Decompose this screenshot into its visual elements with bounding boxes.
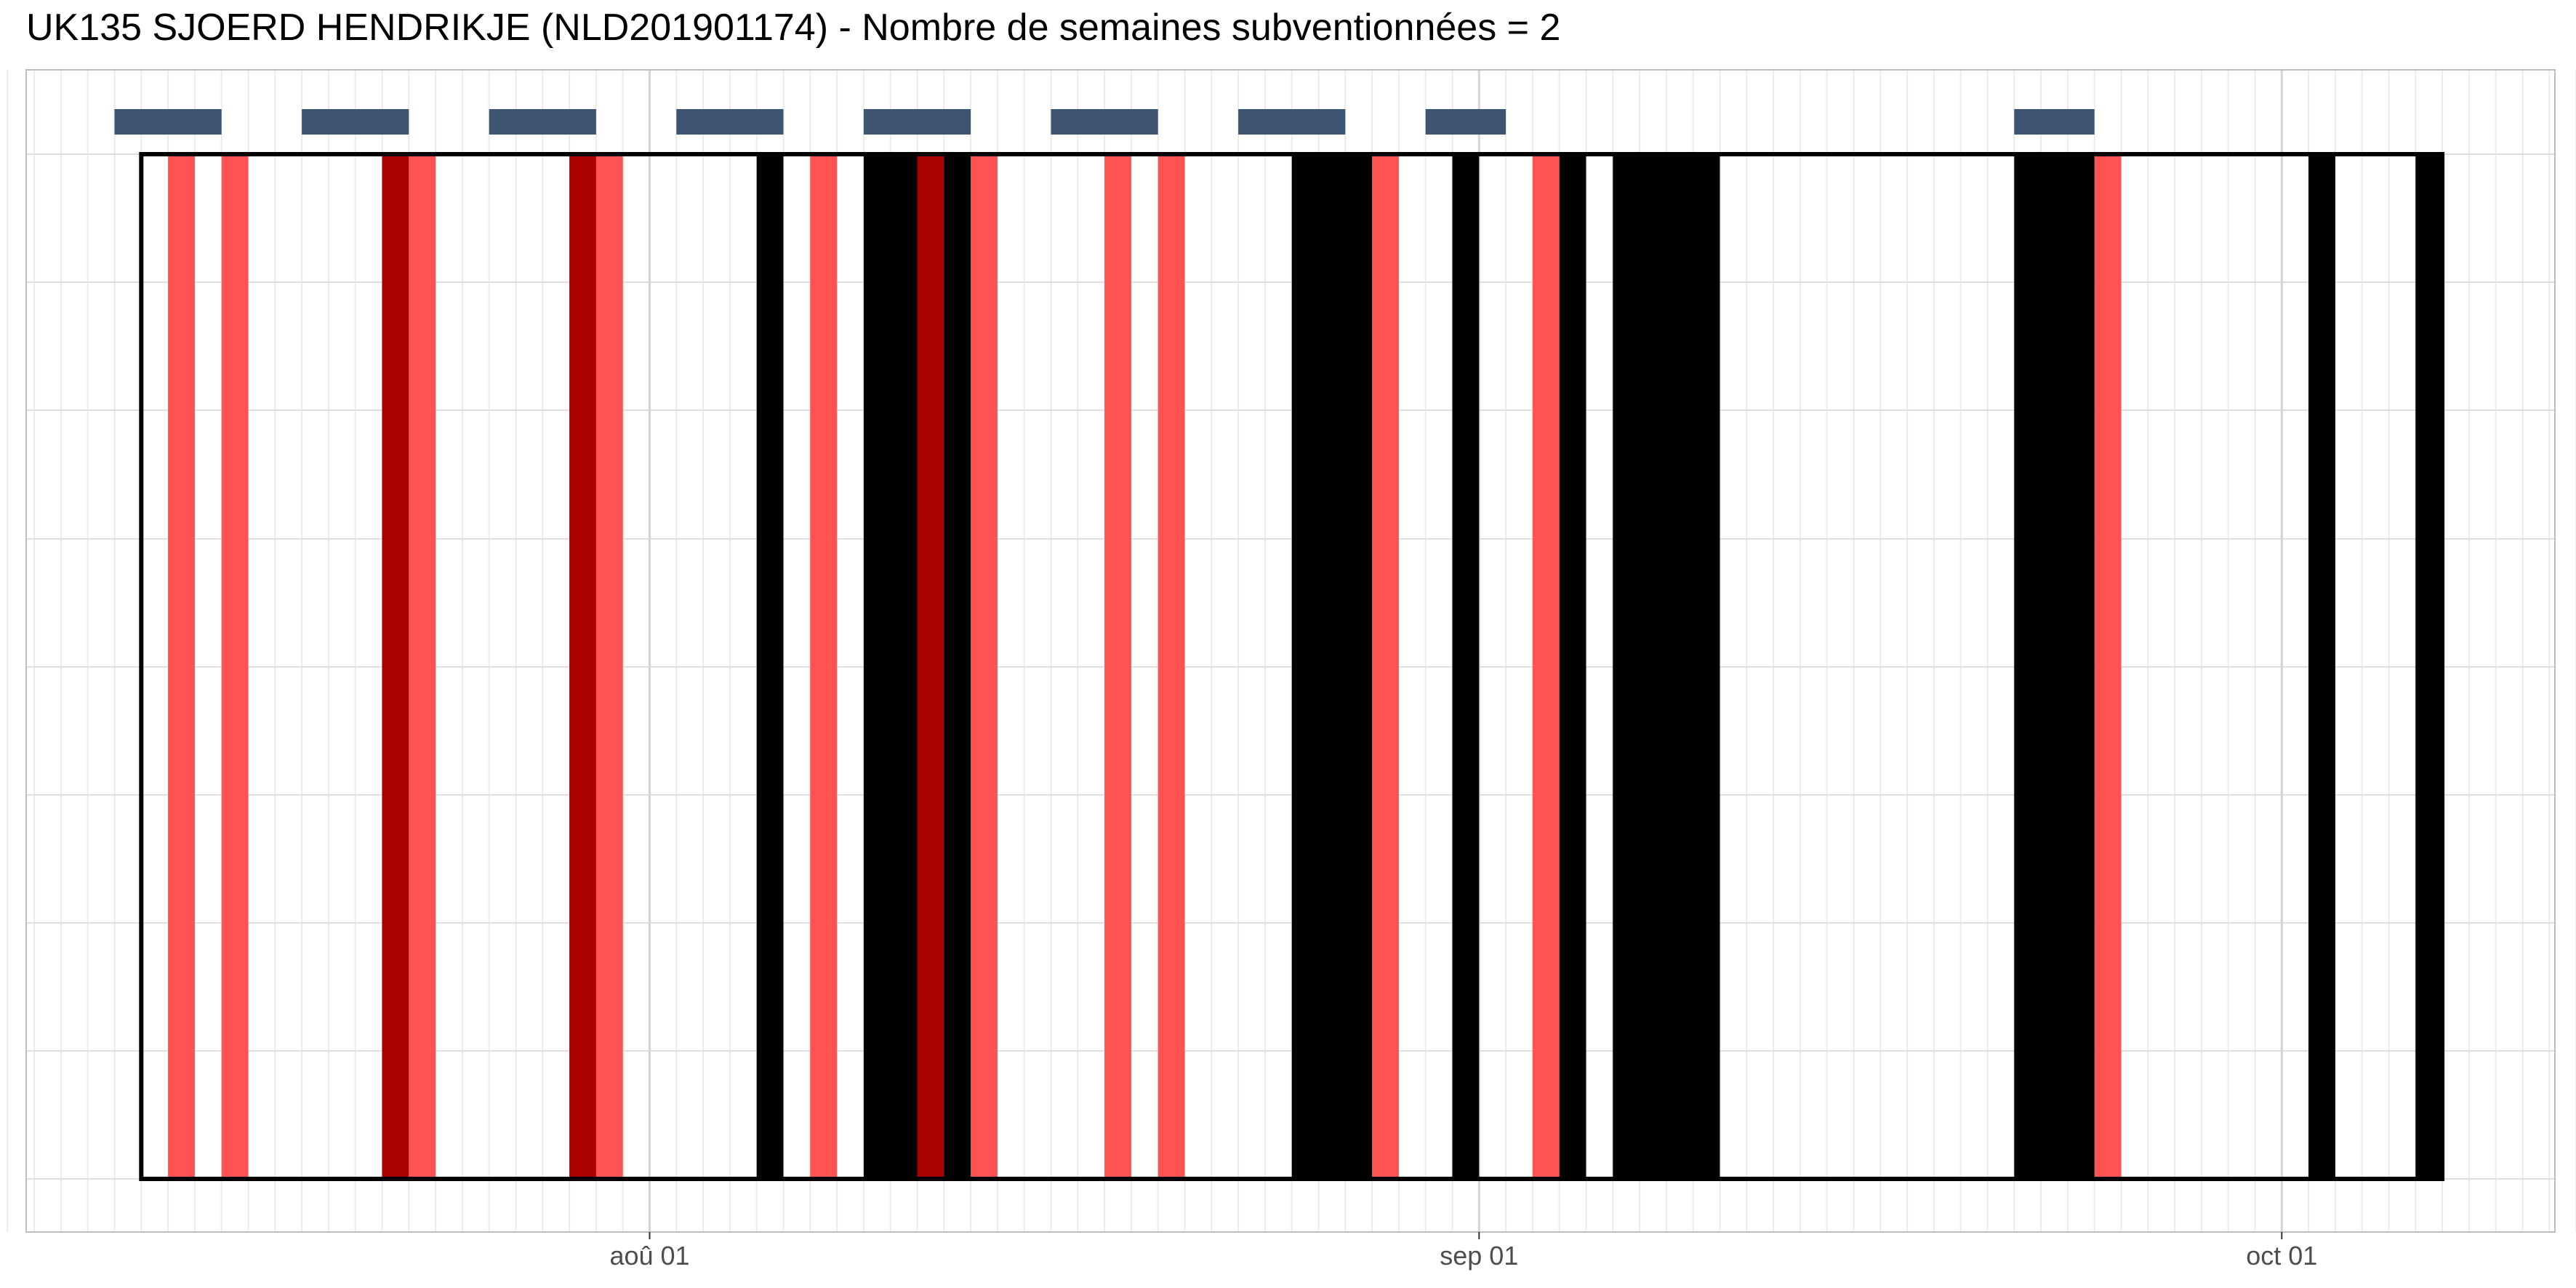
activity-bar-light-red xyxy=(409,154,436,1179)
activity-bar-light-red xyxy=(971,154,998,1179)
week-bar xyxy=(1425,109,1506,135)
activity-bar-black xyxy=(2415,154,2443,1179)
week-bar xyxy=(302,109,409,135)
activity-bar-black xyxy=(2308,154,2335,1179)
activity-bar-dark-red xyxy=(569,154,596,1179)
activity-bar-light-red xyxy=(168,154,195,1179)
activity-bar-black xyxy=(1613,154,1720,1179)
activity-bar-light-red xyxy=(221,154,249,1179)
x-tick-label: sep 01 xyxy=(1440,1241,1518,1271)
panel-border xyxy=(25,69,2556,1233)
activity-bar-light-red xyxy=(2094,154,2122,1179)
activity-bar-light-red xyxy=(1372,154,1399,1179)
activity-bar-light-red xyxy=(1532,154,1560,1179)
bars-layer xyxy=(114,109,2443,1179)
activity-bar-dark-red xyxy=(382,154,409,1179)
activity-bar-black xyxy=(1291,154,1373,1179)
x-tick-label: aoû 01 xyxy=(609,1241,689,1271)
week-bar xyxy=(489,109,596,135)
activity-bar-light-red xyxy=(1157,154,1185,1179)
week-bar xyxy=(114,109,222,135)
activity-bar-black xyxy=(1452,154,1480,1179)
week-bar xyxy=(863,109,971,135)
activity-bar-black xyxy=(1559,154,1586,1179)
activity-bar-black xyxy=(944,154,971,1179)
week-bar xyxy=(1051,109,1158,135)
activity-bar-black xyxy=(756,154,784,1179)
x-tick-label: oct 01 xyxy=(2246,1241,2317,1271)
activity-bar-dark-red xyxy=(917,154,944,1179)
chart-title: UK135 SJOERD HENDRIKJE (NLD201901174) - … xyxy=(26,7,1561,49)
activity-bar-light-red xyxy=(810,154,838,1179)
week-bar xyxy=(2014,109,2095,135)
week-bar xyxy=(1238,109,1346,135)
data-frame xyxy=(139,152,2445,1181)
x-axis: aoû 01 sep 01 oct 01 xyxy=(609,1232,2317,1271)
activity-bar-black xyxy=(2014,154,2095,1179)
activity-bar-light-red xyxy=(595,154,623,1179)
week-bar xyxy=(676,109,784,135)
activity-bar-light-red xyxy=(1104,154,1131,1179)
activity-bar-black xyxy=(863,154,918,1179)
